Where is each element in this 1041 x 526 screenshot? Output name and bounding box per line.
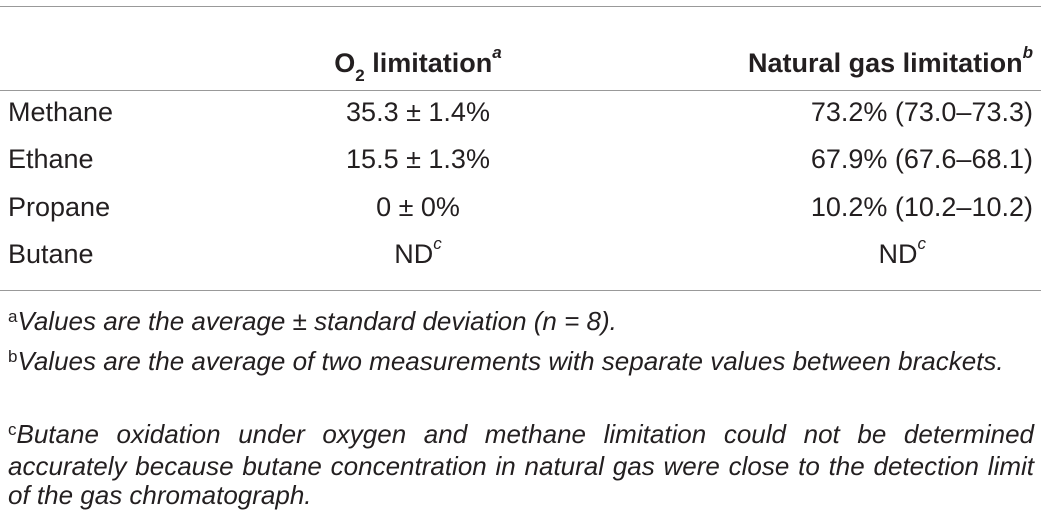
ethane-ng-value: 67.9% (67.6–68.1): [810, 144, 1033, 174]
table-top-rule: [0, 6, 1041, 7]
methane-ng-value: 73.2% (73.0–73.3): [810, 97, 1033, 127]
header-o2-limitation: O2 limitationa: [334, 43, 502, 86]
row-label-propane: Propane: [8, 192, 111, 222]
row-label-ethane: Ethane: [8, 144, 94, 174]
propane-o2-value: 0 ± 0%: [376, 192, 460, 222]
ethane-o2-value: 15.5 ± 1.3%: [346, 144, 490, 174]
footnote-c: cButane oxidation under oxygen and metha…: [8, 419, 1034, 510]
table-bottom-rule: [0, 290, 1041, 291]
methane-o2-value: 35.3 ± 1.4%: [346, 97, 490, 127]
butane-ng-value: NDc: [878, 234, 927, 269]
propane-ng-value: 10.2% (10.2–10.2): [810, 192, 1033, 222]
header-rule: [0, 90, 1041, 91]
footnote-a: aValues are the average ± standard devia…: [8, 306, 617, 336]
footnote-b: bValues are the average of two measureme…: [8, 346, 1004, 376]
row-label-methane: Methane: [8, 97, 114, 127]
row-label-butane: Butane: [8, 239, 94, 269]
header-natural-gas-limitation: Natural gas limitationb: [748, 43, 1033, 78]
butane-o2-value: NDc: [394, 234, 442, 269]
